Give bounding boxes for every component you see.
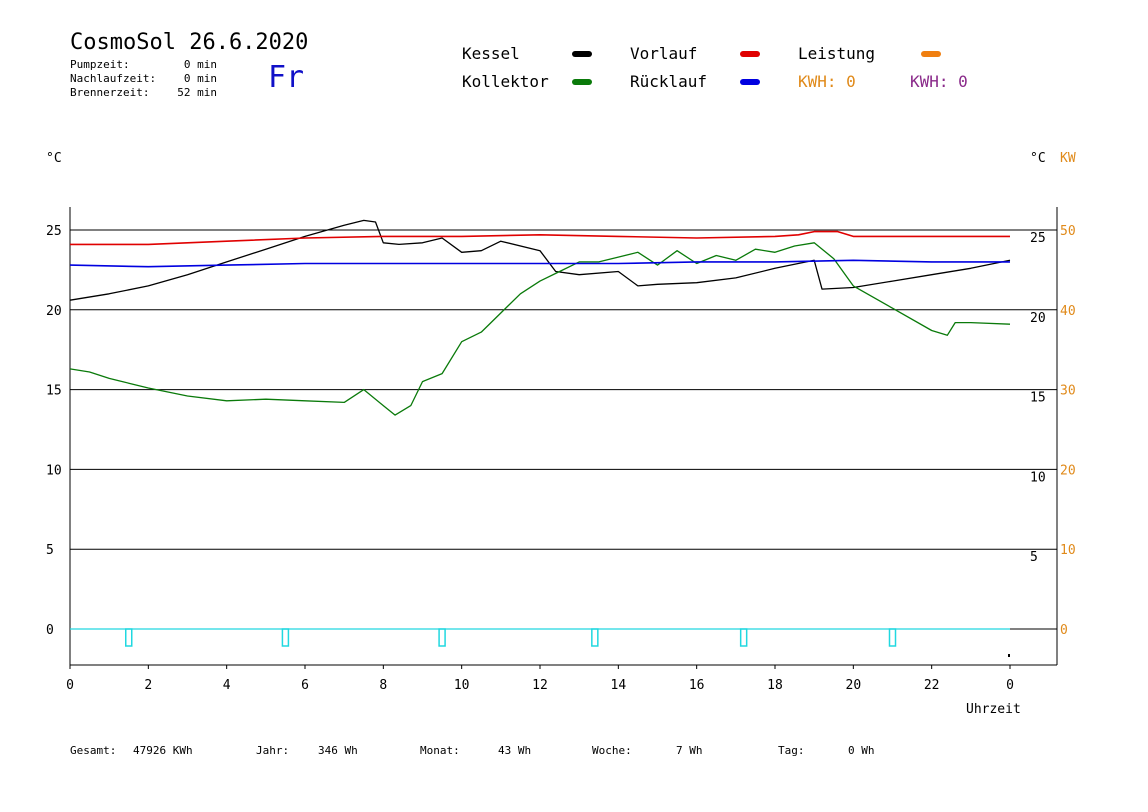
right-axis-unit: °C (1030, 151, 1046, 166)
pump-marker (438, 628, 446, 647)
x-tick-label: 4 (223, 678, 231, 693)
footer-woche-label: Woche: (592, 744, 632, 757)
x-tick-label: 2 (144, 678, 152, 693)
legend-kessel-swatch (572, 51, 592, 57)
x-tick-label: 18 (767, 678, 783, 693)
kw-tick-label: 0 (1060, 623, 1068, 638)
kw-tick-label: 50 (1060, 224, 1076, 239)
kw-tick-label: 30 (1060, 384, 1076, 399)
footer-jahr-value: 346 Wh (318, 744, 358, 757)
y-left-tick-label: 25 (46, 224, 62, 239)
x-tick-label: 22 (924, 678, 940, 693)
series-line-kessel (69, 219, 1011, 301)
after-time-value: 0 min (183, 72, 217, 85)
x-axis-title: Uhrzeit (966, 702, 1021, 717)
kw-axis-unit: KW (1060, 151, 1076, 166)
kw-tick-label: 40 (1060, 304, 1076, 319)
y-left-tick-label: 0 (46, 623, 54, 638)
x-tick-label: 10 (454, 678, 470, 693)
legend-kessel-label: Kessel (462, 44, 520, 63)
y-left-tick-label: 10 (46, 463, 62, 478)
legend-leistung-swatch (921, 51, 941, 57)
y-right-tick-label: 25 (1030, 231, 1046, 246)
x-tick-label: 8 (379, 678, 387, 693)
legend-ruecklauf-label: Rücklauf (630, 72, 708, 91)
left-axis-unit: °C (46, 151, 62, 166)
footer-gesamt-value: 47926 KWh (133, 744, 193, 757)
pump-marker (591, 628, 599, 647)
kw-tick-label: 10 (1060, 543, 1076, 558)
chart-title: CosmoSol 26.6.2020 (70, 30, 309, 55)
x-tick-label: 14 (611, 678, 627, 693)
weekday-label: Fr (268, 60, 305, 95)
y-left-tick-label: 5 (46, 543, 54, 558)
series-line-vorlauf (70, 230, 1010, 246)
series-line-ruecklauf (69, 259, 1010, 268)
y-right-tick-label: 20 (1030, 311, 1046, 326)
footer-monat-label: Monat: (420, 744, 460, 757)
after-time-label: Nachlaufzeit: (70, 72, 157, 85)
pump-marker (125, 628, 133, 647)
pump-time-label: Pumpzeit: (70, 58, 130, 71)
y-right-tick-label: 10 (1030, 470, 1046, 485)
burner-time-label: Brennerzeit: (70, 86, 150, 99)
y-right-tick-label: 5 (1030, 550, 1038, 565)
burner-time-value: 52 min (177, 86, 217, 99)
footer-woche-value: 7 Wh (676, 744, 703, 757)
end-marker (1008, 654, 1010, 657)
y-left-tick-label: 20 (46, 304, 62, 319)
kw-tick-label: 20 (1060, 463, 1076, 478)
legend-kwh-orange: KWH: 0 (798, 72, 856, 91)
x-tick-label: 16 (689, 678, 705, 693)
y-left-tick-label: 15 (46, 384, 62, 399)
series-line-kollektor (69, 242, 1011, 416)
legend-vorlauf-label: Vorlauf (630, 44, 698, 63)
x-tick-label: 0 (66, 678, 74, 693)
x-tick-label: 12 (532, 678, 548, 693)
x-tick-label: 20 (846, 678, 862, 693)
legend-kwh-purple: KWH: 0 (910, 72, 968, 91)
legend-leistung-label: Leistung (798, 44, 876, 63)
legend-vorlauf-swatch (740, 51, 760, 57)
footer-gesamt-label: Gesamt: (70, 744, 117, 757)
x-tick-label: 0 (1006, 678, 1014, 693)
x-tick-label: 6 (301, 678, 309, 693)
footer-tag-value: 0 Wh (848, 744, 875, 757)
footer-monat-value: 43 Wh (498, 744, 532, 757)
footer-jahr-label: Jahr: (256, 744, 290, 757)
pump-marker (888, 628, 897, 647)
legend-kollektor-label: Kollektor (462, 72, 549, 91)
legend-kollektor-swatch (572, 79, 592, 85)
pump-marker (281, 628, 290, 647)
pump-time-value: 0 min (183, 58, 217, 71)
footer-tag-label: Tag: (778, 744, 805, 757)
y-right-tick-label: 15 (1030, 391, 1046, 406)
pump-marker (739, 628, 748, 647)
legend-ruecklauf-swatch (740, 79, 760, 85)
